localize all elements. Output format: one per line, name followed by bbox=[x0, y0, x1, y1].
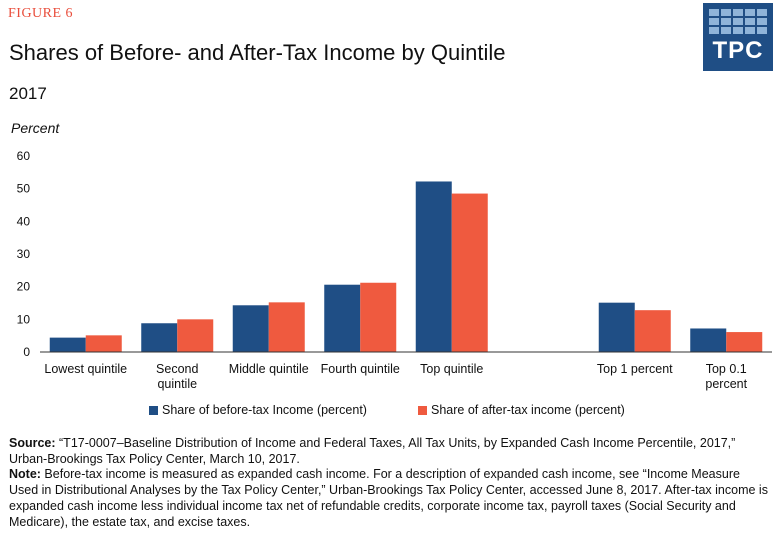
bar-after-tax bbox=[268, 302, 305, 352]
source-note: Source: “T17-0007–Baseline Distribution … bbox=[9, 436, 769, 467]
x-tick-label: Top quintile bbox=[420, 362, 483, 376]
chart-title: Shares of Before- and After-Tax Income b… bbox=[9, 40, 506, 65]
x-tick-label-line: Top 0.1 bbox=[706, 362, 747, 376]
bar-before-tax bbox=[49, 337, 86, 352]
y-tick-label: 50 bbox=[17, 182, 31, 196]
x-tick-label-line: Second bbox=[156, 362, 198, 376]
x-tick-label-line: Top quintile bbox=[420, 362, 483, 376]
x-tick-label: Second quintile bbox=[156, 362, 198, 391]
bar-after-tax bbox=[451, 193, 488, 352]
x-tick-label-line: Lowest quintile bbox=[44, 362, 127, 376]
bar-before-tax bbox=[690, 328, 727, 352]
legend-label-before-tax: Share of before-tax Income (percent) bbox=[162, 403, 367, 417]
x-tick-label: Top 1 percent bbox=[597, 362, 673, 376]
source-label: Source: bbox=[9, 436, 56, 450]
bar-before-tax bbox=[141, 323, 178, 352]
notes: Source: “T17-0007–Baseline Distribution … bbox=[9, 436, 769, 530]
x-tick-label: Fourth quintile bbox=[321, 362, 400, 376]
bar-before-tax bbox=[415, 181, 452, 352]
x-tick-label: Middle quintile bbox=[229, 362, 309, 376]
note-text: Before-tax income is measured as expande… bbox=[9, 467, 768, 529]
bar-after-tax bbox=[177, 319, 214, 352]
source-text: “T17-0007–Baseline Distribution of Incom… bbox=[9, 436, 736, 466]
logo-text: TPC bbox=[712, 37, 764, 64]
bar-before-tax bbox=[232, 305, 269, 352]
legend: Share of before-tax Income (percent) Sha… bbox=[0, 403, 774, 421]
x-tick-label: Top 0.1 percent bbox=[705, 362, 747, 391]
y-tick-label: 60 bbox=[17, 149, 31, 163]
x-tick-label-line: percent bbox=[705, 377, 747, 391]
bar-after-tax bbox=[634, 310, 671, 352]
figure-label: FIGURE 6 bbox=[8, 6, 74, 21]
x-tick-label: Lowest quintile bbox=[44, 362, 127, 376]
x-tick-label-line: Top 1 percent bbox=[597, 362, 673, 376]
legend-label-after-tax: Share of after-tax income (percent) bbox=[431, 403, 625, 417]
bar-after-tax bbox=[360, 282, 397, 352]
y-axis-label: Percent bbox=[11, 120, 60, 136]
bar-chart: 0 10 20 30 40 50 60 Lowest quintile Second quinti… bbox=[17, 149, 772, 391]
x-tick-label-line: Fourth quintile bbox=[321, 362, 400, 376]
bar-before-tax bbox=[324, 284, 361, 352]
x-tick-label-line: quintile bbox=[157, 377, 197, 391]
bar-after-tax bbox=[726, 332, 763, 352]
legend-item-before-tax: Share of before-tax Income (percent) bbox=[149, 403, 367, 417]
chart-subtitle: 2017 bbox=[9, 84, 47, 103]
note-label: Note: bbox=[9, 467, 41, 482]
y-tick-label: 30 bbox=[17, 247, 31, 261]
y-tick-label: 10 bbox=[17, 312, 31, 326]
x-tick-label-line: Middle quintile bbox=[229, 362, 309, 376]
y-tick-label: 40 bbox=[17, 214, 31, 228]
legend-swatch-after-tax bbox=[418, 405, 427, 415]
bar-before-tax bbox=[598, 302, 635, 352]
legend-swatch-before-tax bbox=[149, 405, 158, 415]
legend-item-after-tax: Share of after-tax income (percent) bbox=[418, 403, 625, 417]
logo-grid-icon bbox=[709, 9, 767, 34]
y-tick-label: 0 bbox=[23, 345, 30, 359]
y-tick-label: 20 bbox=[17, 280, 31, 294]
tpc-logo: TPC bbox=[703, 3, 773, 71]
bar-after-tax bbox=[85, 335, 122, 352]
method-note: Note: Before-tax income is measured as e… bbox=[9, 467, 769, 530]
